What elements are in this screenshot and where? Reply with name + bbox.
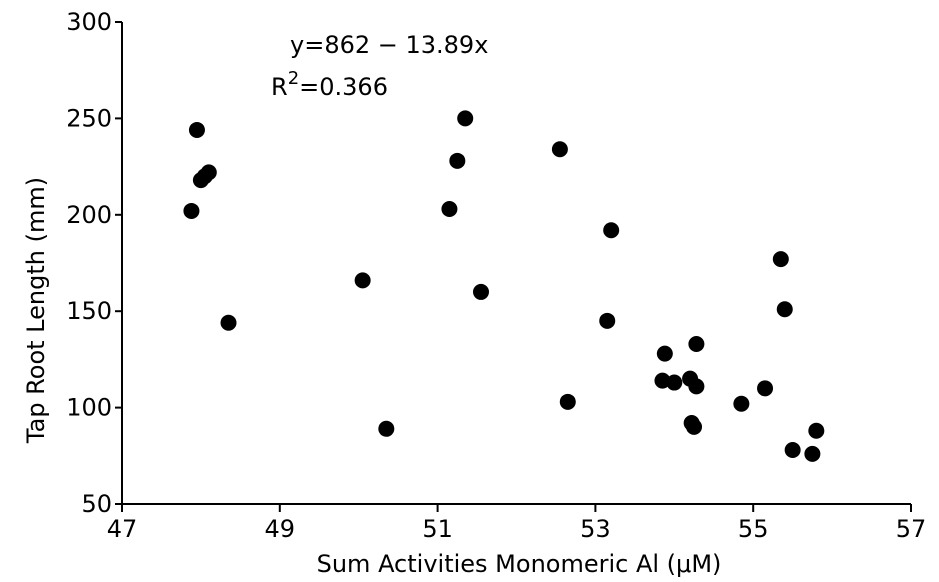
x-tick-label: 53 (580, 515, 611, 543)
data-point (688, 335, 705, 352)
data-point (378, 420, 395, 437)
r-squared-prefix: R (271, 73, 288, 101)
data-point (183, 202, 200, 219)
x-tick-label: 47 (107, 515, 138, 543)
regression-equation: y=862 − 13.89x (290, 31, 488, 59)
y-axis: 50 100 150 200 250 300 (66, 8, 123, 518)
data-point (666, 374, 683, 391)
data-point (656, 345, 673, 362)
data-point (784, 442, 801, 459)
y-tick-label: 200 (66, 201, 112, 229)
data-point (688, 378, 705, 395)
y-tick-label: 100 (66, 394, 112, 422)
y-tick-label: 300 (66, 8, 112, 36)
x-tick-label: 51 (422, 515, 453, 543)
y-tick-label: 150 (66, 297, 112, 325)
data-point (776, 301, 793, 318)
data-point (220, 314, 237, 331)
data-point (804, 445, 821, 462)
r-squared-value: =0.366 (299, 73, 388, 101)
data-point (551, 141, 568, 158)
y-axis-title: Tap Root Length (mm) (22, 177, 50, 444)
data-point (686, 418, 703, 435)
x-axis: 47 49 51 53 55 57 (107, 503, 927, 543)
data-point (200, 164, 217, 181)
data-point (449, 152, 466, 169)
data-point (603, 222, 620, 239)
r-squared-superscript: 2 (288, 68, 299, 89)
data-point (599, 312, 616, 329)
x-tick-label: 57 (896, 515, 927, 543)
r-squared-label: R2=0.366 (271, 68, 388, 101)
y-tick-label: 50 (81, 490, 112, 518)
data-point (772, 251, 789, 268)
x-tick-label: 55 (738, 515, 769, 543)
data-point (472, 283, 489, 300)
data-points (183, 110, 825, 462)
data-point (457, 110, 474, 127)
data-point (757, 380, 774, 397)
data-point (808, 422, 825, 439)
y-tick-label: 250 (66, 104, 112, 132)
x-axis-title: Sum Activities Monomeric Al (μM) (317, 550, 722, 578)
data-point (559, 393, 576, 410)
data-point (654, 372, 671, 389)
data-point (733, 395, 750, 412)
data-point (188, 121, 205, 138)
data-point (354, 272, 371, 289)
x-tick-label: 49 (265, 515, 296, 543)
data-point (441, 201, 458, 218)
